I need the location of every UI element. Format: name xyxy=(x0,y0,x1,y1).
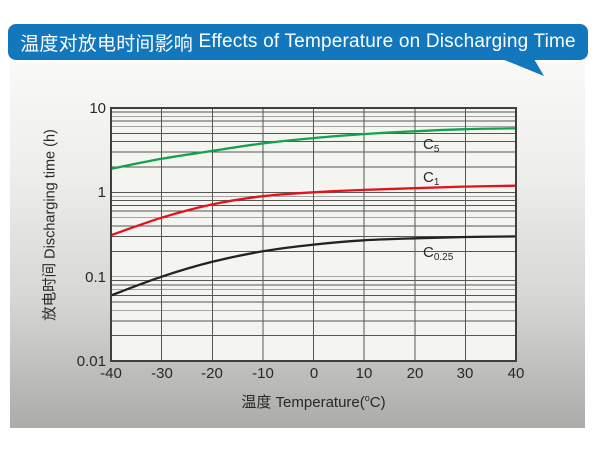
degree-symbol: o xyxy=(364,393,370,403)
series-curve-C0.25 xyxy=(110,235,517,297)
series-label-C0.25: C0.25 xyxy=(423,244,454,263)
banner-title-zh: 温度对放电时间影响 xyxy=(20,33,193,55)
title-banner: 温度对放电时间影响 Effects of Temperature on Disc… xyxy=(8,24,588,76)
x-axis-title-text: 温度 Temperature( xyxy=(241,394,365,411)
plot-border xyxy=(110,107,517,362)
x-axis-title: 温度 Temperature(oC) xyxy=(111,391,516,412)
x-tick-label-5: 10 xyxy=(355,365,373,382)
x-tick-label-7: 30 xyxy=(456,365,474,382)
x-tick-label-0: -40 xyxy=(100,365,122,382)
y-tick-label-3: 0.01 xyxy=(76,353,106,370)
x-tick-label-6: 20 xyxy=(406,365,424,382)
banner-tail-icon xyxy=(502,59,544,76)
y-axis-title: 放电时间 Discharging time (h) xyxy=(42,129,59,321)
x-tick-label-1: -30 xyxy=(151,365,173,382)
x-tick-label-3: -10 xyxy=(252,365,274,382)
series-label-C5: C5 xyxy=(423,136,440,155)
x-axis-title-unit: C) xyxy=(369,394,386,411)
banner-title-en: Effects of Temperature on Discharging Ti… xyxy=(198,31,576,52)
series-curve-C5 xyxy=(110,127,517,170)
x-tick-label-4: 0 xyxy=(309,365,319,382)
series-label-C1: C1 xyxy=(423,169,440,188)
grid-lines xyxy=(111,108,516,361)
series-curve-C1 xyxy=(110,184,517,237)
y-tick-label-0: 10 xyxy=(89,100,106,117)
x-tick-label-8: 40 xyxy=(507,365,525,382)
x-tick-label-2: -20 xyxy=(201,365,223,382)
y-tick-label-1: 1 xyxy=(97,184,106,201)
y-tick-label-2: 0.1 xyxy=(85,269,106,286)
